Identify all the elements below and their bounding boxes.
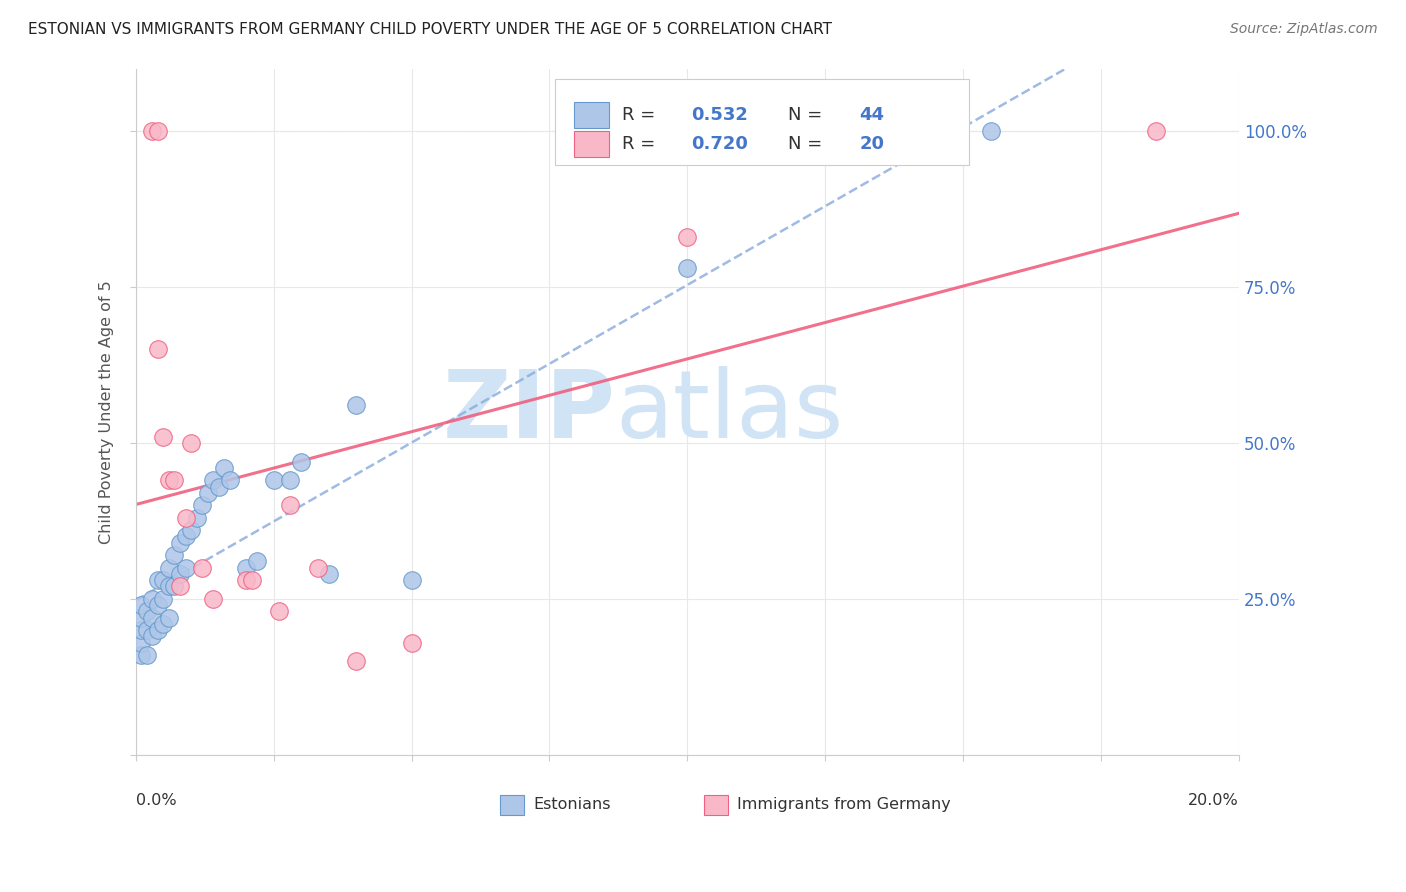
Point	[307, 560, 329, 574]
Point	[318, 566, 340, 581]
Point	[346, 399, 368, 413]
Point	[290, 454, 312, 468]
Point	[141, 124, 163, 138]
FancyBboxPatch shape	[501, 796, 524, 814]
FancyBboxPatch shape	[555, 78, 969, 165]
Point	[131, 635, 153, 649]
Point	[174, 510, 197, 524]
Text: R =: R =	[623, 135, 661, 153]
FancyBboxPatch shape	[704, 796, 728, 814]
Point	[197, 485, 219, 500]
Point	[980, 124, 1002, 138]
Text: 0.532: 0.532	[690, 106, 748, 124]
Point	[676, 230, 699, 244]
Text: 20.0%: 20.0%	[1188, 793, 1239, 807]
Text: Estonians: Estonians	[533, 797, 610, 813]
Point	[157, 610, 180, 624]
Point	[146, 343, 169, 357]
Point	[186, 510, 208, 524]
Point	[163, 473, 186, 487]
Point	[235, 573, 257, 587]
Point	[152, 591, 174, 606]
Point	[240, 573, 263, 587]
Point	[141, 629, 163, 643]
Point	[235, 560, 257, 574]
Point	[152, 429, 174, 443]
Text: atlas: atlas	[616, 366, 844, 458]
FancyBboxPatch shape	[574, 103, 609, 128]
Point	[152, 616, 174, 631]
Point	[141, 591, 163, 606]
Point	[180, 523, 202, 537]
Point	[169, 566, 191, 581]
Point	[263, 473, 285, 487]
Point	[401, 573, 423, 587]
Point	[246, 554, 269, 568]
Text: 44: 44	[859, 106, 884, 124]
Point	[146, 124, 169, 138]
Point	[346, 654, 368, 668]
Point	[202, 473, 225, 487]
Text: 0.0%: 0.0%	[136, 793, 177, 807]
Text: ESTONIAN VS IMMIGRANTS FROM GERMANY CHILD POVERTY UNDER THE AGE OF 5 CORRELATION: ESTONIAN VS IMMIGRANTS FROM GERMANY CHIL…	[28, 22, 832, 37]
Point	[163, 548, 186, 562]
Point	[131, 648, 153, 662]
Text: N =: N =	[787, 135, 828, 153]
FancyBboxPatch shape	[574, 131, 609, 157]
Point	[152, 573, 174, 587]
Point	[278, 473, 301, 487]
Text: R =: R =	[623, 106, 661, 124]
Point	[174, 560, 197, 574]
Text: 0.720: 0.720	[690, 135, 748, 153]
Point	[212, 460, 235, 475]
Point	[169, 579, 191, 593]
Point	[135, 604, 157, 618]
Text: N =: N =	[787, 106, 828, 124]
Point	[278, 498, 301, 512]
Point	[157, 560, 180, 574]
Point	[191, 560, 214, 574]
Point	[131, 623, 153, 637]
Y-axis label: Child Poverty Under the Age of 5: Child Poverty Under the Age of 5	[100, 280, 114, 543]
Point	[163, 579, 186, 593]
Point	[157, 579, 180, 593]
Text: Immigrants from Germany: Immigrants from Germany	[737, 797, 950, 813]
Point	[180, 435, 202, 450]
Point	[146, 598, 169, 612]
Point	[218, 473, 240, 487]
Point	[207, 479, 229, 493]
Point	[135, 648, 157, 662]
Point	[169, 535, 191, 549]
Text: 20: 20	[859, 135, 884, 153]
Point	[1144, 124, 1167, 138]
Point	[157, 473, 180, 487]
Point	[191, 498, 214, 512]
Point	[141, 610, 163, 624]
Point	[174, 529, 197, 543]
Point	[146, 623, 169, 637]
Text: ZIP: ZIP	[443, 366, 616, 458]
Point	[202, 591, 225, 606]
Point	[676, 261, 699, 276]
Point	[131, 610, 153, 624]
Point	[269, 604, 291, 618]
Point	[401, 635, 423, 649]
Point	[135, 623, 157, 637]
Text: Source: ZipAtlas.com: Source: ZipAtlas.com	[1230, 22, 1378, 37]
Point	[146, 573, 169, 587]
Point	[131, 598, 153, 612]
